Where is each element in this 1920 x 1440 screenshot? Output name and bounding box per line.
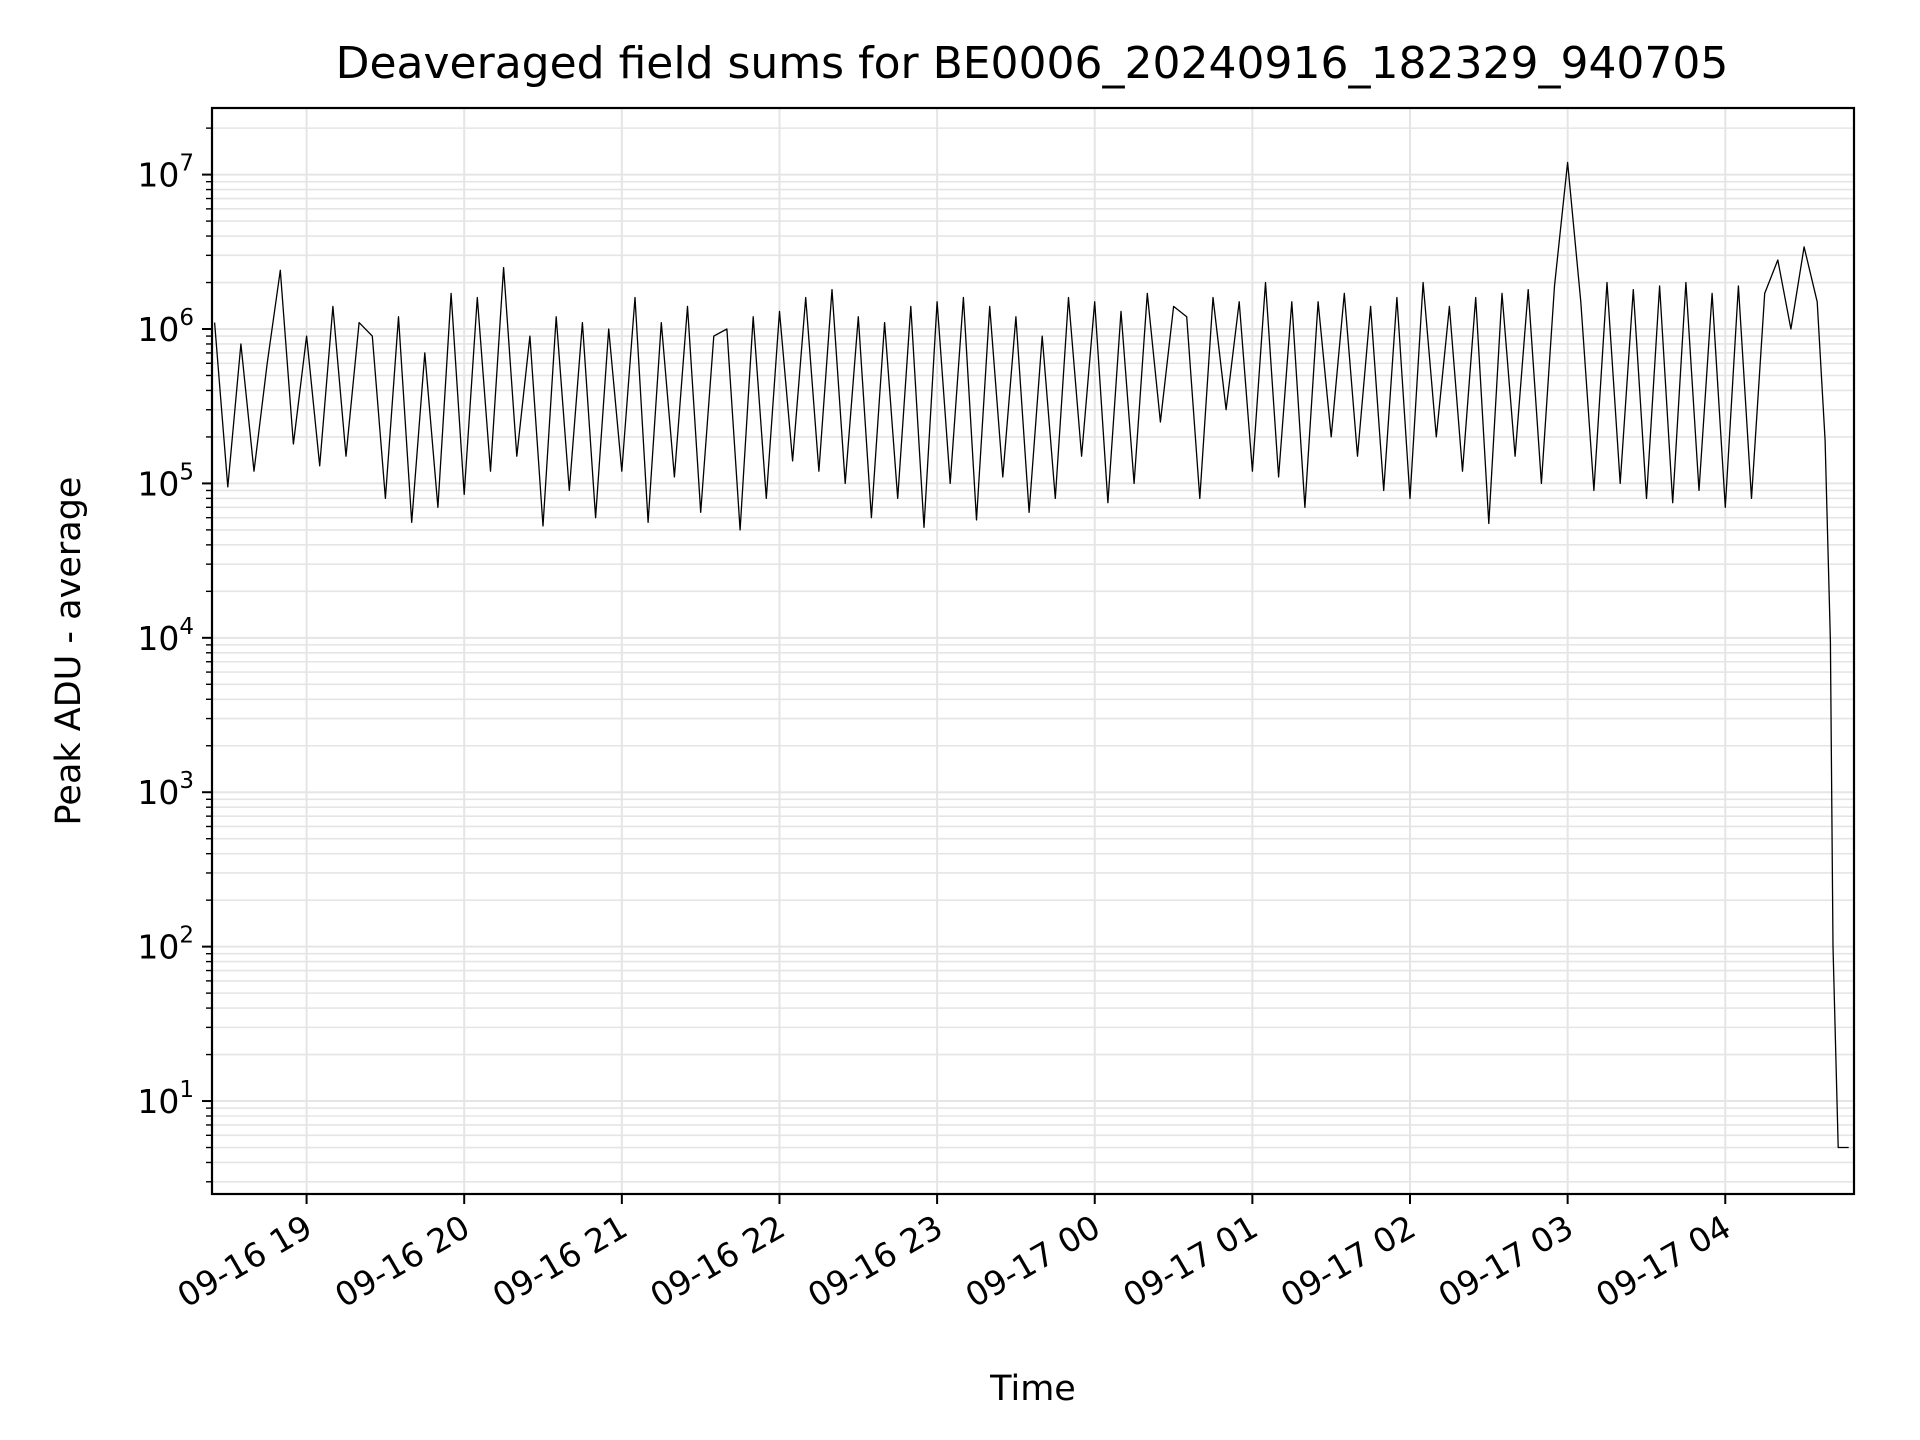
y-tick-label: 105 xyxy=(137,459,194,503)
y-tick-label: 101 xyxy=(137,1077,194,1121)
y-tick-label: 102 xyxy=(137,923,194,967)
plot-frame xyxy=(210,106,1856,1196)
y-tick-label: 104 xyxy=(137,614,194,658)
y-tick-label: 103 xyxy=(137,768,194,812)
y-axis: 101 102 103 104 105 106 107 xyxy=(137,127,212,1183)
series-line xyxy=(213,161,1849,1149)
grid xyxy=(212,108,1854,1194)
series xyxy=(213,161,1849,1149)
chart-title: Deaveraged field sums for BE0006_2024091… xyxy=(336,38,1729,89)
y-tick-label: 107 xyxy=(137,151,194,195)
x-axis-label: Time xyxy=(989,1369,1076,1409)
y-tick-label: 106 xyxy=(137,305,194,349)
y-axis-label: Peak ADU - average xyxy=(49,477,89,826)
